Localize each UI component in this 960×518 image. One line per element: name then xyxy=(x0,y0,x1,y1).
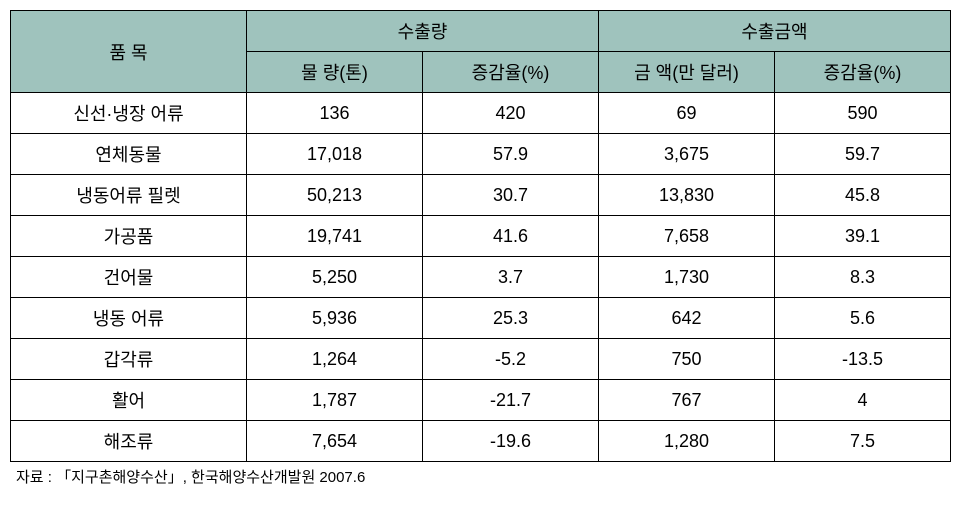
table-row: 해조류 7,654 -19.6 1,280 7.5 xyxy=(11,421,951,462)
cell-volume: 7,654 xyxy=(247,421,423,462)
cell-volume: 19,741 xyxy=(247,216,423,257)
header-export-volume: 수출량 xyxy=(247,11,599,52)
table-row: 활어 1,787 -21.7 767 4 xyxy=(11,380,951,421)
cell-amount: 1,280 xyxy=(599,421,775,462)
cell-volume: 5,250 xyxy=(247,257,423,298)
cell-item: 갑각류 xyxy=(11,339,247,380)
table-row: 신선·냉장 어류 136 420 69 590 xyxy=(11,93,951,134)
table-row: 냉동어류 필렛 50,213 30.7 13,830 45.8 xyxy=(11,175,951,216)
cell-amount: 3,675 xyxy=(599,134,775,175)
header-change-rate-amt: 증감율(%) xyxy=(775,52,951,93)
cell-amount: 13,830 xyxy=(599,175,775,216)
cell-volume: 1,787 xyxy=(247,380,423,421)
cell-item: 냉동어류 필렛 xyxy=(11,175,247,216)
cell-amt-change: 59.7 xyxy=(775,134,951,175)
cell-vol-change: 25.3 xyxy=(423,298,599,339)
cell-amount: 642 xyxy=(599,298,775,339)
table-body: 신선·냉장 어류 136 420 69 590 연체동물 17,018 57.9… xyxy=(11,93,951,462)
cell-amt-change: 5.6 xyxy=(775,298,951,339)
cell-vol-change: 3.7 xyxy=(423,257,599,298)
cell-amount: 69 xyxy=(599,93,775,134)
table-header: 품 목 수출량 수출금액 물 량(톤) 증감율(%) 금 액(만 달러) 증감율… xyxy=(11,11,951,93)
cell-volume: 136 xyxy=(247,93,423,134)
cell-item: 연체동물 xyxy=(11,134,247,175)
cell-vol-change: 41.6 xyxy=(423,216,599,257)
cell-amt-change: 8.3 xyxy=(775,257,951,298)
cell-amt-change: 39.1 xyxy=(775,216,951,257)
table-row: 갑각류 1,264 -5.2 750 -13.5 xyxy=(11,339,951,380)
export-table: 품 목 수출량 수출금액 물 량(톤) 증감율(%) 금 액(만 달러) 증감율… xyxy=(10,10,951,462)
cell-vol-change: -19.6 xyxy=(423,421,599,462)
cell-volume: 50,213 xyxy=(247,175,423,216)
cell-vol-change: -21.7 xyxy=(423,380,599,421)
cell-item: 해조류 xyxy=(11,421,247,462)
cell-amount: 750 xyxy=(599,339,775,380)
source-text: 자료 : 「지구촌해양수산」, 한국해양수산개발원 2007.6 xyxy=(10,466,950,487)
table-row: 건어물 5,250 3.7 1,730 8.3 xyxy=(11,257,951,298)
table-row: 가공품 19,741 41.6 7,658 39.1 xyxy=(11,216,951,257)
table-row: 냉동 어류 5,936 25.3 642 5.6 xyxy=(11,298,951,339)
cell-item: 건어물 xyxy=(11,257,247,298)
header-volume-tons: 물 량(톤) xyxy=(247,52,423,93)
cell-amt-change: 7.5 xyxy=(775,421,951,462)
header-item: 품 목 xyxy=(11,11,247,93)
cell-vol-change: 30.7 xyxy=(423,175,599,216)
table-row: 연체동물 17,018 57.9 3,675 59.7 xyxy=(11,134,951,175)
cell-amt-change: 590 xyxy=(775,93,951,134)
cell-amount: 7,658 xyxy=(599,216,775,257)
cell-item: 활어 xyxy=(11,380,247,421)
header-amount-usd: 금 액(만 달러) xyxy=(599,52,775,93)
cell-amt-change: -13.5 xyxy=(775,339,951,380)
cell-volume: 1,264 xyxy=(247,339,423,380)
cell-volume: 17,018 xyxy=(247,134,423,175)
header-export-amount: 수출금액 xyxy=(599,11,951,52)
cell-vol-change: 420 xyxy=(423,93,599,134)
cell-item: 냉동 어류 xyxy=(11,298,247,339)
cell-vol-change: 57.9 xyxy=(423,134,599,175)
cell-volume: 5,936 xyxy=(247,298,423,339)
cell-item: 신선·냉장 어류 xyxy=(11,93,247,134)
cell-amount: 767 xyxy=(599,380,775,421)
cell-item: 가공품 xyxy=(11,216,247,257)
cell-amt-change: 45.8 xyxy=(775,175,951,216)
cell-vol-change: -5.2 xyxy=(423,339,599,380)
cell-amt-change: 4 xyxy=(775,380,951,421)
header-change-rate-vol: 증감율(%) xyxy=(423,52,599,93)
cell-amount: 1,730 xyxy=(599,257,775,298)
